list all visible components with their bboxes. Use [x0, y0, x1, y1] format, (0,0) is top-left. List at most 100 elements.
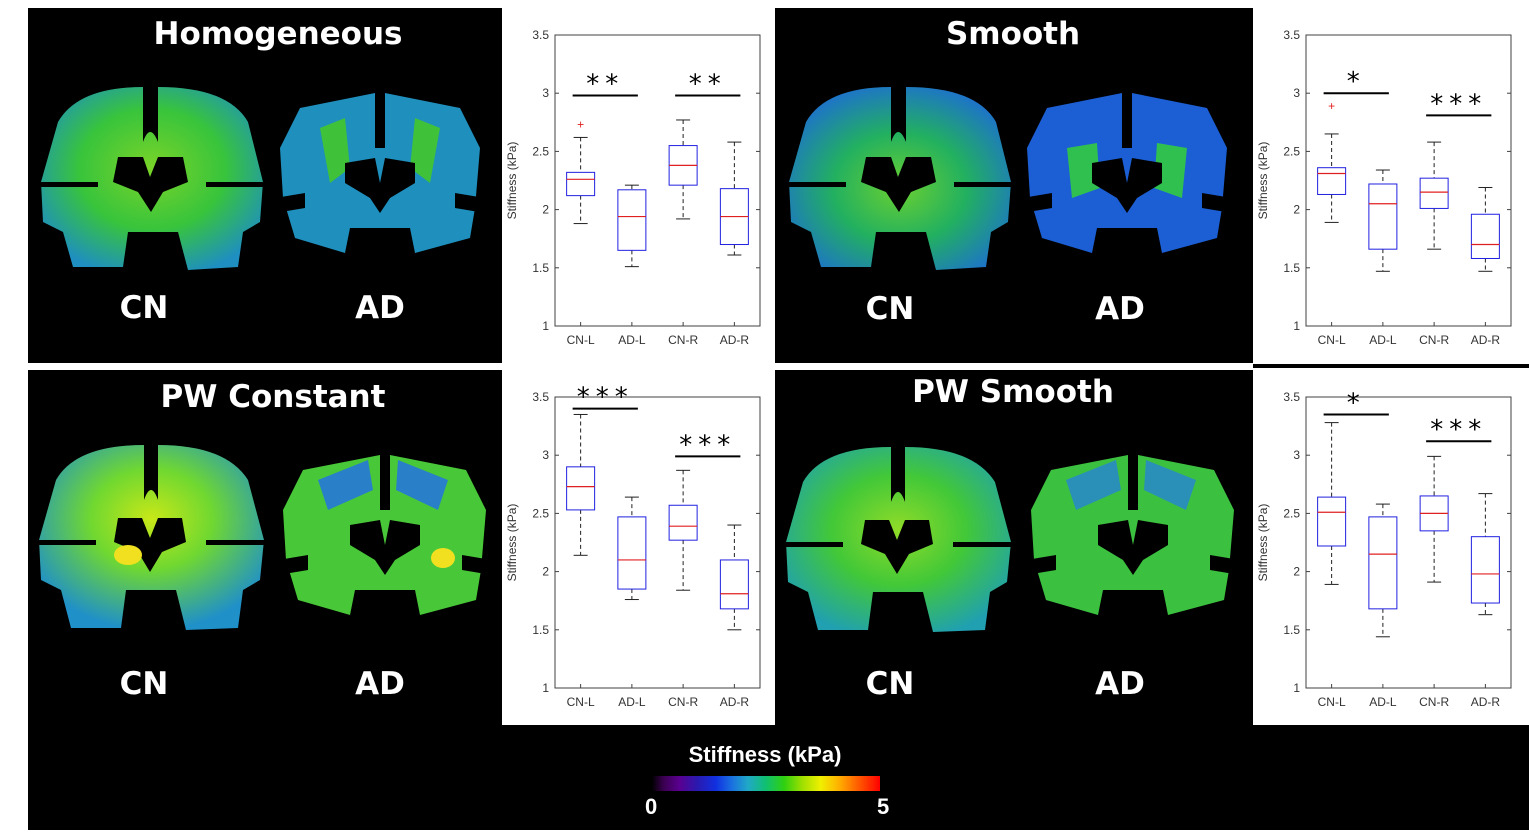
y-tick-label: 1.5: [1283, 261, 1300, 275]
colorbar-gradient: [652, 776, 880, 791]
axes-frame: [554, 34, 761, 327]
panel-title-smooth: Smooth: [945, 16, 1081, 52]
y-tick-label: 3: [1293, 86, 1300, 100]
x-tick-label: CN-R: [668, 333, 698, 347]
y-tick-label: 3: [1293, 448, 1300, 462]
panel-title-homogeneous: Homogeneous: [153, 16, 403, 52]
y-tick-label: 3: [542, 86, 549, 100]
y-tick-label: 3: [542, 448, 549, 462]
label-ad-homogeneous: AD: [355, 290, 405, 326]
label-cn-smooth: CN: [865, 291, 915, 327]
box: [1317, 167, 1347, 195]
divider-line: [1253, 364, 1529, 368]
x-tick-label: CN-R: [1419, 695, 1449, 709]
box: [617, 189, 647, 251]
significance-stars: *: [1347, 67, 1366, 97]
x-tick-label: AD-L: [618, 333, 646, 347]
axes-frame: [1305, 34, 1512, 327]
x-tick-label: CN-L: [1318, 333, 1346, 347]
label-ad-smooth: AD: [1095, 291, 1145, 327]
y-tick-label: 1.5: [1283, 623, 1300, 637]
y-tick-label: 3.5: [1283, 390, 1300, 404]
box: [1317, 496, 1347, 547]
y-tick-label: 1: [1293, 319, 1300, 333]
colorbar-max-label: 5: [877, 794, 890, 819]
x-tick-label: CN-R: [1419, 333, 1449, 347]
label-cn-pw-constant: CN: [119, 666, 169, 702]
brain-map-cn-smooth: [786, 87, 1014, 270]
x-tick-label: CN-L: [567, 333, 595, 347]
x-tick-label: AD-R: [1471, 333, 1501, 347]
boxplot-pw-constant: 1 1.5 2 2.5 3 3.5 Stiffness (kPa) CN-L AD-L CN-R A…: [502, 370, 775, 725]
box: [1470, 213, 1500, 259]
label-ad-pw-constant: AD: [355, 666, 405, 702]
y-tick-label: 3.5: [1283, 28, 1300, 42]
x-tick-label: AD-L: [1369, 333, 1397, 347]
box: [617, 516, 647, 590]
box: [566, 171, 596, 197]
y-tick-label: 2: [542, 565, 549, 579]
x-tick-label: CN-L: [567, 695, 595, 709]
significance-stars: ***: [679, 430, 736, 460]
brain-map-ad-homogeneous: [275, 93, 485, 253]
axes-frame: [554, 396, 761, 689]
significance-stars: ***: [577, 383, 634, 413]
box: [1368, 183, 1398, 250]
y-tick-label: 2: [542, 203, 549, 217]
y-tick-label: 1: [542, 681, 549, 695]
panel-title-pw-smooth: PW Smooth: [912, 374, 1114, 410]
significance-stars: ***: [1430, 89, 1487, 119]
y-axis-label: Stiffness (kPa): [1256, 504, 1270, 582]
x-tick-label: CN-L: [1318, 695, 1346, 709]
x-tick-label: AD-L: [618, 695, 646, 709]
box: [1470, 536, 1500, 604]
significance-stars: **: [689, 70, 727, 100]
x-tick-label: AD-R: [1471, 695, 1501, 709]
x-tick-label: AD-R: [720, 695, 750, 709]
y-tick-label: 1.5: [532, 261, 549, 275]
significance-stars: *: [1347, 388, 1366, 418]
y-tick-label: 2.5: [1283, 506, 1300, 520]
panel-title-pw-constant: PW Constant: [160, 379, 386, 415]
y-tick-label: 2.5: [532, 506, 549, 520]
brain-map-ad-pw-smooth: [1026, 455, 1240, 615]
brain-map-cn-homogeneous: [38, 87, 266, 270]
y-tick-label: 3.5: [532, 390, 549, 404]
brain-map-cn-pw-constant: [36, 445, 266, 630]
label-cn-homogeneous: CN: [119, 290, 169, 326]
y-tick-label: 2.5: [1283, 144, 1300, 158]
label-ad-pw-smooth: AD: [1095, 666, 1145, 702]
box: [566, 466, 596, 511]
y-tick-label: 1: [1293, 681, 1300, 695]
box: [1419, 177, 1449, 209]
label-cn-pw-smooth: CN: [865, 666, 915, 702]
y-axis-label: Stiffness (kPa): [505, 504, 519, 582]
significance-stars: ***: [1430, 415, 1487, 445]
box: [1368, 516, 1398, 610]
brain-map-cn-pw-smooth: [783, 447, 1013, 632]
x-tick-label: CN-R: [668, 695, 698, 709]
y-axis-label: Stiffness (kPa): [505, 142, 519, 220]
x-tick-label: AD-R: [720, 333, 750, 347]
y-tick-label: 1: [542, 319, 549, 333]
boxplot-smooth: 1 1.5 2 2.5 3 3.5 Stiffness (kPa) CN-L AD-L CN-R A…: [1253, 8, 1529, 363]
colorbar-min-label: 0: [645, 794, 658, 819]
brain-map-ad-pw-constant: [278, 455, 492, 615]
outlier-marker: +: [1328, 99, 1335, 113]
boxplot-homogeneous: 1 1.5 2 2.5 3 3.5 Stiffness (kPa) CN-L AD-L CN-R A…: [502, 8, 775, 363]
y-axis-label: Stiffness (kPa): [1256, 142, 1270, 220]
y-tick-label: 1.5: [532, 623, 549, 637]
y-tick-label: 3.5: [532, 28, 549, 42]
outlier-marker: +: [577, 118, 584, 132]
significance-stars: **: [586, 70, 624, 100]
y-tick-label: 2.5: [532, 144, 549, 158]
axes-frame: [1305, 396, 1512, 689]
x-tick-label: AD-L: [1369, 695, 1397, 709]
box: [719, 559, 749, 610]
y-tick-label: 2: [1293, 203, 1300, 217]
box: [668, 504, 698, 541]
boxplot-pw-smooth: 1 1.5 2 2.5 3 3.5 Stiffness (kPa) CN-L AD-L CN-R A…: [1253, 370, 1529, 725]
brain-map-ad-smooth: [1022, 93, 1232, 253]
colorbar-title: Stiffness (kPa): [688, 742, 842, 767]
y-tick-label: 2: [1293, 565, 1300, 579]
